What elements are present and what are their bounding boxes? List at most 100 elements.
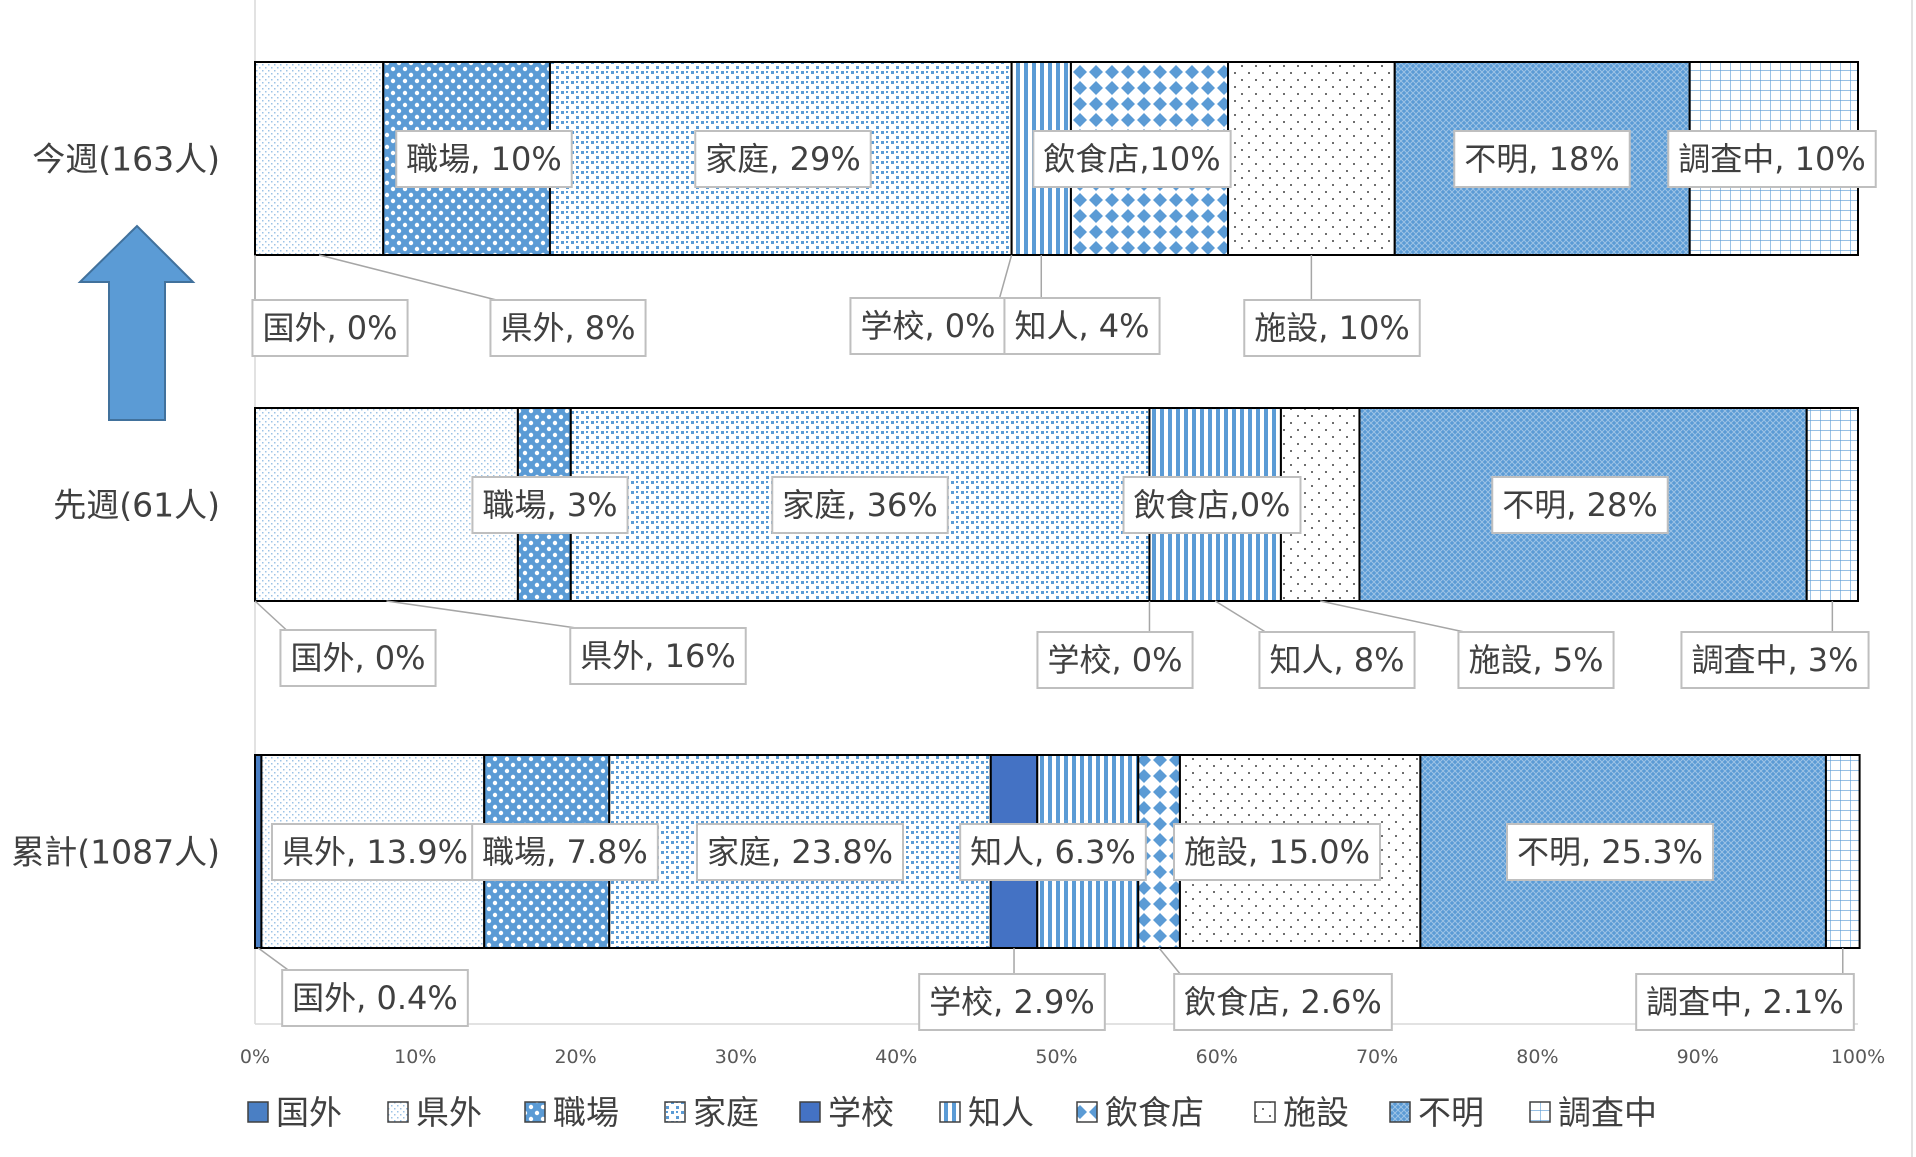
data-label: 飲食店, 2.6% (1173, 973, 1393, 1031)
data-label: 学校, 0% (1036, 631, 1194, 689)
legend: 国外 県外 職場 家庭 学校 知人 飲食店 施設 不明 調査中 (247, 1093, 1657, 1132)
bar-segment (1824, 754, 1861, 949)
data-label: 施設, 15.0% (1172, 823, 1382, 881)
legend-swatch (939, 1101, 961, 1123)
data-label-text: 家庭, 36% (782, 486, 937, 524)
leader-line (386, 600, 577, 629)
up-arrow-icon (77, 224, 196, 421)
data-label-box (471, 823, 659, 881)
bar-segment (1227, 61, 1396, 256)
data-label-box (1491, 476, 1669, 534)
data-label: 飲食店,10% (1032, 130, 1232, 188)
x-tick-label: 10% (394, 1046, 436, 1068)
x-tick-label: 80% (1516, 1046, 1558, 1068)
data-label-box (1457, 631, 1615, 689)
legend-swatch (1389, 1101, 1411, 1123)
x-tick-label: 60% (1196, 1046, 1238, 1068)
data-label-text: 家庭, 29% (705, 140, 860, 178)
legend-label: 知人 (968, 1093, 1034, 1132)
data-label-text: 国外, 0.4% (292, 979, 458, 1017)
data-label-text: 県外, 13.9% (282, 833, 468, 871)
data-label: 国外, 0% (251, 299, 409, 357)
data-label: 学校, 0% (849, 297, 1007, 355)
data-label-box (1667, 130, 1877, 188)
legend-item: 飲食店 (1076, 1093, 1204, 1132)
data-label-text: 調査中, 2.1% (1646, 983, 1844, 1021)
legend-swatch (1254, 1101, 1276, 1123)
x-tick-label: 40% (875, 1046, 917, 1068)
data-label-box (1453, 130, 1631, 188)
data-label-box (959, 823, 1147, 881)
legend-item: 国外 (247, 1093, 342, 1132)
data-label-text: 職場, 3% (482, 486, 617, 524)
leader-lines (254, 254, 1844, 975)
data-label-box (918, 973, 1106, 1031)
data-label: 学校, 2.9% (918, 973, 1106, 1031)
data-label-box (1003, 297, 1161, 355)
data-label-text: 調査中, 10% (1678, 140, 1865, 178)
legend-label: 家庭 (693, 1093, 759, 1132)
axis-layer: 0% 10% 20% 30% 40% 50% 60% 70% 80% 90% 100% 今週(163人… (11, 0, 1913, 1157)
data-label: 不明, 25.3% (1505, 823, 1715, 881)
data-label: 知人, 6.3% (959, 823, 1147, 881)
data-label: 県外, 13.9% (270, 823, 480, 881)
legend-label: 国外 (276, 1093, 342, 1132)
legend-swatch (1076, 1101, 1098, 1123)
data-label-text: 飲食店,0% (1134, 486, 1291, 524)
data-label-box (1243, 299, 1421, 357)
leader-line (318, 254, 497, 301)
x-tick-label: 70% (1356, 1046, 1398, 1068)
data-labels: 国外, 0% 国外, 0% 国外, 0.4% 県外, 8% 県外, 16% 県外, 13.… (251, 130, 1877, 1031)
x-tick-label: 30% (715, 1046, 757, 1068)
data-label-box (1635, 973, 1855, 1031)
data-label: 不明, 18% (1453, 130, 1631, 188)
data-label: 調査中, 10% (1667, 130, 1877, 188)
data-label-box (471, 476, 629, 534)
data-label: 職場, 3% (471, 476, 629, 534)
data-label-text: 学校, 0% (1047, 641, 1182, 679)
data-label-text: 施設, 15.0% (1184, 833, 1370, 871)
data-label: 調査中, 3% (1680, 631, 1870, 689)
data-label-text: 国外, 0% (262, 309, 397, 347)
data-label-box (1036, 631, 1194, 689)
data-label-text: 不明, 25.3% (1517, 833, 1703, 871)
data-label-text: 施設, 5% (1468, 641, 1603, 679)
data-label: 職場, 10% (395, 130, 573, 188)
data-label: 施設, 10% (1243, 299, 1421, 357)
data-label: 県外, 16% (569, 627, 747, 685)
data-label-text: 家庭, 23.8% (707, 833, 893, 871)
leader-line (998, 254, 1013, 299)
legend-item: 調査中 (1529, 1093, 1657, 1132)
data-label-text: 学校, 0% (860, 307, 995, 345)
data-label: 家庭, 29% (694, 130, 872, 188)
data-label: 不明, 28% (1491, 476, 1669, 534)
leader-line (257, 947, 289, 971)
legend-item: 施設 (1254, 1093, 1349, 1132)
data-label-text: 職場, 10% (406, 140, 561, 178)
leader-line (1158, 947, 1181, 975)
leader-line (1214, 600, 1266, 633)
legend-swatch (387, 1101, 409, 1123)
legend-swatch (664, 1101, 686, 1123)
data-label-box (1258, 631, 1416, 689)
data-label: 施設, 5% (1457, 631, 1615, 689)
leader-line (254, 600, 287, 631)
legend-item: 職場 (524, 1093, 619, 1132)
data-label-box (1505, 823, 1715, 881)
x-tick-label: 100% (1831, 1046, 1885, 1068)
data-label-text: 県外, 16% (580, 637, 735, 675)
bar-segment (254, 61, 385, 256)
legend-item: 知人 (939, 1093, 1034, 1132)
data-label-box (395, 130, 573, 188)
data-label: 知人, 8% (1258, 631, 1416, 689)
data-label-box (281, 969, 469, 1027)
legend-label: 職場 (553, 1093, 619, 1132)
data-label-box (1032, 130, 1232, 188)
bar-segment (1805, 407, 1859, 602)
legend-item: 学校 (799, 1093, 894, 1132)
data-label-box (279, 629, 437, 687)
data-label-text: 調査中, 3% (1691, 641, 1858, 679)
data-label-text: 不明, 28% (1502, 486, 1657, 524)
data-label-box (1172, 823, 1382, 881)
data-label: 県外, 8% (489, 299, 647, 357)
